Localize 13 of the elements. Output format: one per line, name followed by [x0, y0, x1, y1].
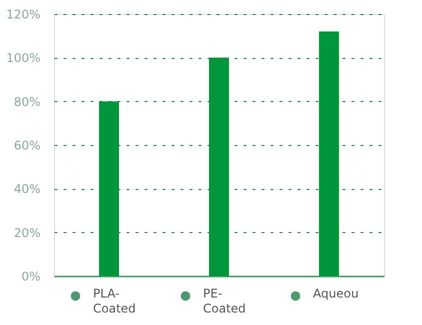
y-tick-label: 40%	[14, 182, 40, 196]
bar	[319, 31, 339, 276]
y-tick-label: 20%	[14, 226, 40, 240]
bar	[209, 58, 229, 276]
x-tick-label: Aqueou	[313, 286, 359, 300]
y-tick-label: 100%	[6, 51, 40, 66]
x-tick-label: PLA-Coated	[93, 286, 136, 316]
y-tick-label: 0%	[21, 270, 40, 284]
bar	[99, 101, 119, 276]
y-tick-label: 60%	[14, 138, 40, 152]
y-tick-label: 120%	[6, 8, 40, 22]
y-tick-label: 80%	[14, 94, 40, 109]
x-tick-label: PE-Coated	[203, 286, 246, 316]
